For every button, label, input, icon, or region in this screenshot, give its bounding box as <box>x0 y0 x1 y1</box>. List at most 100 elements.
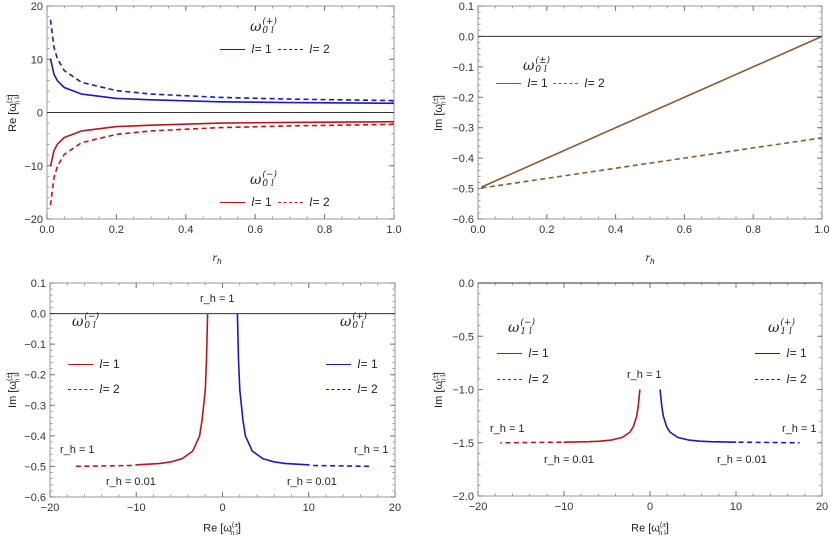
series-plus-l2 <box>738 441 800 444</box>
x-tick-label: 1.0 <box>814 224 829 236</box>
y-tick-label: −0.2 <box>24 370 46 382</box>
legend-swatch <box>755 352 780 354</box>
plot-frame <box>477 282 823 497</box>
y-tick-label: 20 <box>31 1 43 13</box>
y-tick-label: −1.0 <box>452 385 474 397</box>
legend-title: ω (−) 1 l <box>508 318 535 337</box>
rh-annotation: r_h = 1 <box>200 293 235 305</box>
legend-entry: l = 2 <box>755 371 807 387</box>
legend-entry: l = 1 <box>220 41 272 57</box>
legend-swatch <box>497 352 522 354</box>
y-axis-label: Re [ω(±)n l] <box>6 94 22 132</box>
y-tick-label: 0.0 <box>459 278 474 290</box>
x-tick-label: 0.8 <box>317 224 332 236</box>
series-imag-l1 <box>481 35 823 188</box>
x-axis-label: rh <box>645 250 655 267</box>
legend-swatch <box>497 378 522 380</box>
y-tick-label: −0.3 <box>24 400 46 412</box>
legend-swatch <box>68 388 93 390</box>
legend-swatch <box>278 201 303 203</box>
series-imag-l2 <box>481 137 823 189</box>
x-tick-label: 0 <box>219 502 225 514</box>
legend-entry: l = 1 <box>497 345 549 361</box>
x-tick-label: 0.4 <box>608 224 623 236</box>
x-tick-label: −20 <box>469 501 488 513</box>
series-minus-l2 <box>72 464 132 468</box>
x-tick-label: 20 <box>389 502 401 514</box>
legend-swatch <box>68 363 93 365</box>
legend-entry: l = 2 <box>553 75 605 91</box>
legend-entry: l = 1 <box>326 356 378 372</box>
rh-annotation: r_h = 0.01 <box>106 476 156 488</box>
x-axis-label: rh <box>212 250 222 267</box>
legend-entry: l = 2 <box>326 381 378 397</box>
x-tick-label: 0.8 <box>746 224 761 236</box>
x-tick-label: 0.6 <box>248 224 263 236</box>
y-tick-label: −0.5 <box>452 184 474 196</box>
y-tick-label: −20 <box>24 214 43 226</box>
y-tick-label: −0.5 <box>452 331 474 343</box>
series-minus-l2 <box>49 123 395 206</box>
x-tick-label: 0.0 <box>470 224 485 236</box>
y-axis-label: Im [ω(±)n l] <box>432 95 448 131</box>
legend-entry: l = 2 <box>278 41 330 57</box>
legend-title: ω (+) 0 l <box>250 17 277 36</box>
y-tick-label: −0.6 <box>24 492 46 504</box>
y-tick-label: −0.2 <box>452 92 474 104</box>
series-minus-l1 <box>135 313 209 466</box>
series-plus-l2 <box>49 19 395 102</box>
y-tick-label: −2.0 <box>452 491 474 503</box>
x-tick-label: 0.2 <box>109 224 124 236</box>
series-plus-l1 <box>236 313 310 466</box>
y-axis-label: Im [ω(±)n l] <box>6 372 22 408</box>
legend-title: ω (+) 1 l <box>768 318 795 337</box>
series-plus-l1 <box>49 58 395 105</box>
y-tick-label: −0.5 <box>24 461 46 473</box>
series-minus-l1 <box>563 389 641 443</box>
y-axis-label: Im [ω(±)n l] <box>432 372 448 408</box>
x-tick-label: 10 <box>730 501 742 513</box>
legend-entry: l = 1 <box>68 356 120 372</box>
legend-swatch <box>755 378 780 380</box>
x-tick-label: 0.0 <box>39 224 54 236</box>
y-tick-label: −0.1 <box>24 339 46 351</box>
series-minus-l1 <box>49 120 395 167</box>
panel-D: −20 −10 0 10 20 0.0 −0.5 −1.0 −1.5 −2.0 <box>452 278 828 513</box>
legend-entry: l = 1 <box>220 194 272 210</box>
panel-B: 0.0 0.2 0.4 0.6 0.8 1.0 0.1 0.0 −0.1 −0.2 −0.3 −0.4… <box>452 1 829 236</box>
series-minus-l2 <box>500 441 562 444</box>
series-plus-l1 <box>659 389 737 443</box>
legend-entry: l = 2 <box>278 194 330 210</box>
legend-swatch <box>553 82 578 84</box>
rh-annotation: r_h = 1 <box>627 369 662 381</box>
rh-annotation: r_h = 0.01 <box>717 454 767 466</box>
y-tick-label: −1.5 <box>452 438 474 450</box>
legend-entry: l = 1 <box>496 75 548 91</box>
legend-title: ω (−) 0 l <box>72 312 99 331</box>
y-tick-label: 0 <box>37 108 43 120</box>
y-tick-label: 0.1 <box>31 278 46 290</box>
legend-swatch <box>220 48 245 50</box>
legend-title: ω (−) 0 l <box>250 170 277 189</box>
legend-swatch <box>278 48 303 50</box>
x-tick-label: 0 <box>647 501 653 513</box>
rh-annotation: r_h = 1 <box>60 444 95 456</box>
y-tick-label: 0.1 <box>459 1 474 13</box>
y-tick-label: 0.0 <box>31 309 46 321</box>
rh-annotation: r_h = 0.01 <box>287 476 337 488</box>
x-tick-label: 1.0 <box>386 224 401 236</box>
panel-C: −20 −10 0 10 20 0.1 0.0 −0.1 −0.2 −0.3 −0.4 −0.5 −0.… <box>24 278 401 514</box>
legend-entry: l = 1 <box>755 345 807 361</box>
y-tick-label: −10 <box>24 161 43 173</box>
x-tick-label: −20 <box>41 502 60 514</box>
legend-entry: l = 2 <box>68 381 120 397</box>
rh-annotation: r_h = 0.01 <box>544 454 594 466</box>
rh-annotation: r_h = 1 <box>354 444 389 456</box>
y-tick-label: 0.0 <box>459 31 474 43</box>
x-tick-label: 0.6 <box>677 224 692 236</box>
legend-swatch <box>220 201 245 203</box>
legend-swatch <box>496 82 521 84</box>
series-plus-l2 <box>313 464 373 468</box>
